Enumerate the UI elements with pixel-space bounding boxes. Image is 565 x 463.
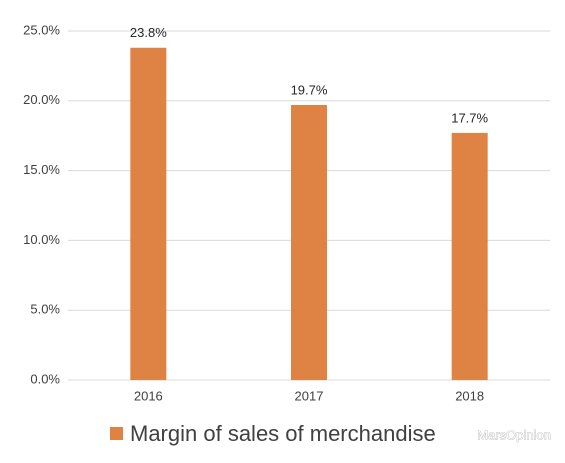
x-tick-label: 2017 — [295, 388, 324, 403]
x-tick-label: 2018 — [455, 388, 484, 403]
bar — [451, 132, 488, 380]
y-tick-label: 15.0% — [23, 162, 60, 177]
bar — [130, 47, 167, 380]
data-label: 19.7% — [291, 82, 328, 97]
legend-swatch — [110, 427, 123, 440]
y-tick-label: 5.0% — [30, 302, 60, 317]
data-label: 23.8% — [130, 25, 167, 40]
y-tick-label: 0.0% — [30, 371, 60, 386]
data-label: 17.7% — [451, 110, 488, 125]
x-tick-label: 2016 — [134, 388, 163, 403]
y-tick-label: 20.0% — [23, 92, 60, 107]
watermark: MarsOpinion — [477, 427, 551, 442]
y-tick-label: 25.0% — [23, 22, 60, 37]
y-tick-label: 10.0% — [23, 232, 60, 247]
bar — [291, 104, 327, 380]
legend-label: Margin of sales of merchandise — [130, 421, 436, 446]
